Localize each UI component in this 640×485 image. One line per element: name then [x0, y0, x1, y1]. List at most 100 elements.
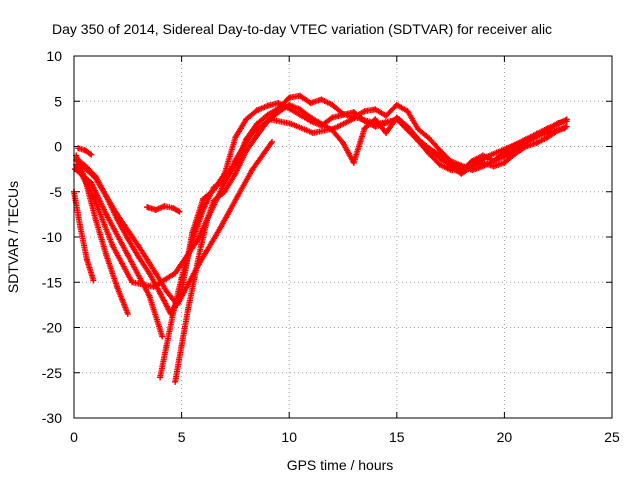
data-point — [490, 157, 497, 164]
y-tick-label: -15 — [42, 274, 62, 290]
data-point — [479, 152, 486, 159]
data-point — [436, 152, 443, 159]
data-point — [92, 173, 99, 180]
data-point — [163, 342, 170, 349]
data-point — [253, 132, 260, 139]
data-point — [544, 134, 551, 141]
data-point — [92, 215, 99, 222]
data-point — [415, 126, 422, 133]
data-point — [178, 342, 185, 349]
data-point — [383, 129, 390, 136]
data-point — [329, 114, 336, 121]
series-track-h — [172, 101, 570, 385]
data-point — [77, 224, 84, 231]
data-point — [90, 193, 97, 200]
series-track-g — [157, 92, 570, 381]
data-point — [114, 215, 121, 222]
data-point — [436, 147, 443, 154]
data-point — [103, 252, 110, 259]
data-point — [563, 118, 570, 125]
data-point — [340, 110, 346, 117]
data-point — [372, 116, 379, 123]
data-point — [393, 101, 400, 108]
y-tick-label: -30 — [42, 410, 62, 426]
data-point — [103, 193, 110, 200]
data-point — [124, 235, 131, 242]
data-point — [361, 118, 368, 125]
data-point — [197, 243, 204, 250]
data-point — [318, 120, 325, 127]
data-point — [350, 159, 357, 166]
data-point — [217, 224, 224, 231]
chart-title: Day 350 of 2014, Sidereal Day-to-day VTE… — [52, 21, 552, 37]
data-point — [124, 310, 131, 317]
data-point — [144, 204, 151, 211]
data-point — [555, 119, 562, 126]
y-tick-label: -25 — [42, 365, 62, 381]
data-point — [372, 106, 379, 113]
data-point — [185, 306, 192, 313]
data-point — [533, 139, 540, 146]
data-point — [426, 150, 433, 157]
data-point — [458, 170, 465, 177]
data-point — [458, 162, 465, 169]
y-tick-label: -20 — [42, 320, 62, 336]
data-point — [109, 243, 116, 250]
data-point — [436, 161, 443, 168]
y-tick-labels: -30 -25 -20 -15 -10 -5 0 5 10 — [42, 48, 62, 426]
data-point — [75, 145, 82, 152]
data-point — [210, 197, 217, 204]
x-tick-label: 25 — [604, 429, 620, 445]
data-point — [161, 203, 168, 210]
data-point — [501, 153, 508, 160]
x-tick-labels: 0 5 10 15 20 25 — [70, 429, 620, 445]
data-point — [361, 108, 368, 115]
x-axis-label: GPS time / hours — [287, 457, 394, 473]
data-point — [404, 108, 411, 115]
data-point — [426, 135, 433, 142]
data-point — [447, 163, 454, 170]
data-point — [563, 123, 570, 130]
data-point — [307, 100, 314, 107]
data-point — [544, 126, 551, 133]
data-point — [200, 195, 207, 202]
series-track-i — [75, 145, 95, 158]
data-point — [83, 164, 90, 171]
data-point — [221, 188, 228, 195]
data-point — [286, 101, 293, 108]
data-point — [243, 148, 250, 155]
data-point — [176, 208, 183, 215]
y-axis-label: SDTVAR / TECUs — [5, 181, 21, 293]
data-point — [135, 243, 142, 250]
data-point — [501, 159, 508, 166]
data-point — [469, 163, 476, 170]
data-point — [88, 151, 95, 158]
data-point — [243, 136, 250, 143]
data-point — [249, 166, 256, 173]
data-point — [159, 333, 166, 340]
y-tick-label: -5 — [50, 184, 63, 200]
data-point — [268, 138, 275, 145]
data-point — [163, 288, 170, 295]
data-point — [88, 179, 95, 186]
data-point — [275, 109, 282, 116]
data-point — [124, 252, 131, 259]
x-tick-label: 15 — [389, 429, 405, 445]
data-point — [152, 206, 159, 213]
data-point — [146, 270, 153, 277]
y-tick-label: 5 — [54, 93, 62, 109]
data-point — [288, 120, 295, 127]
y-tick-label: 0 — [54, 139, 62, 155]
data-point — [275, 100, 282, 107]
data-point — [361, 125, 368, 132]
data-point — [340, 139, 346, 146]
data-point — [404, 123, 411, 130]
data-point — [204, 215, 211, 222]
data-point — [350, 109, 357, 116]
data-point — [243, 116, 250, 123]
plot-frame — [73, 55, 613, 419]
data-point — [172, 270, 179, 277]
data-point — [232, 134, 239, 141]
